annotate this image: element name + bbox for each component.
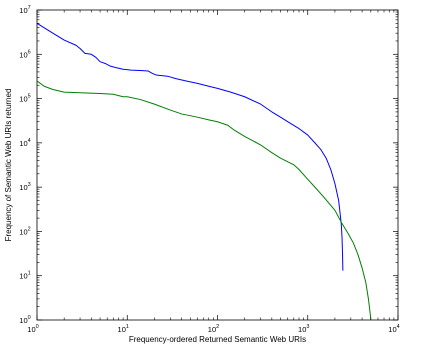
x-tick-base: 10 [388,325,396,334]
y-tick-exponent: 4 [28,138,31,144]
x-tick-label: 100 [27,324,38,334]
y-tick-base: 10 [19,183,27,192]
y-tick-base: 10 [19,227,27,236]
y-tick-base: 10 [19,139,27,148]
y-tick-label: 100 [19,315,30,325]
plot-frame [36,9,399,321]
x-tick-label: 101 [118,324,129,334]
x-tick-exponent: 4 [397,324,400,330]
y-tick-base: 10 [19,95,27,104]
y-tick-exponent: 2 [28,226,31,232]
x-tick-exponent: 0 [36,324,39,330]
y-tick-base: 10 [19,50,27,59]
y-tick-base: 10 [19,316,27,325]
x-tick-base: 10 [298,325,306,334]
y-tick-label: 102 [19,226,30,236]
y-tick-label: 103 [19,182,30,192]
x-tick-base: 10 [27,325,35,334]
y-tick-exponent: 5 [28,94,31,100]
x-tick-base: 10 [208,325,216,334]
x-tick-label: 103 [298,324,309,334]
y-tick-exponent: 6 [28,49,31,55]
series-layer [36,22,372,321]
y-tick-base: 10 [19,272,27,281]
y-tick-label: 101 [19,271,30,281]
y-tick-label: 104 [19,138,30,148]
x-tick-base: 10 [118,325,126,334]
y-tick-base: 10 [19,6,27,15]
x-tick-label: 104 [388,324,399,334]
plot-border [36,9,399,321]
y-tick-exponent: 3 [28,182,31,188]
x-tick-exponent: 3 [306,324,309,330]
x-tick-exponent: 2 [216,324,219,330]
y-tick-label: 105 [19,94,30,104]
y-tick-exponent: 7 [28,5,31,11]
x-tick-exponent: 1 [126,324,129,330]
series-line-2 [36,80,372,321]
y-tick-exponent: 1 [28,271,31,277]
x-tick-label: 102 [208,324,219,334]
x-axis-label: Frequency-ordered Returned Semantic Web … [129,335,306,344]
y-axis-label: Frequency of Semantic Web URIs returned [4,89,13,242]
series-line-1 [36,22,344,271]
y-tick-exponent: 0 [28,315,31,321]
y-tick-label: 107 [19,5,30,15]
y-tick-label: 106 [19,49,30,59]
